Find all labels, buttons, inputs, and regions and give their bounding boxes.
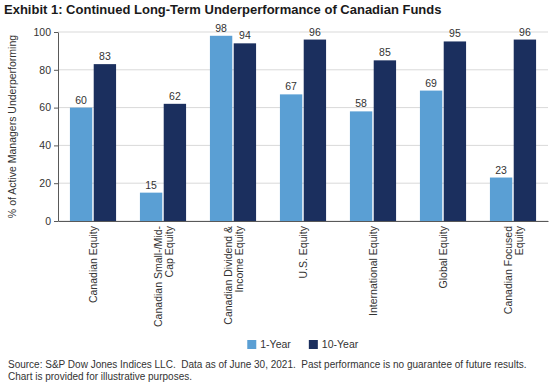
legend-item: 1-Year: [247, 338, 291, 350]
x-tick-label-line: Canadian Equity: [87, 225, 99, 303]
data-label: 23: [495, 164, 507, 176]
data-label: 98: [215, 22, 227, 34]
bar: [444, 41, 466, 221]
x-tick-label: Global Equity: [437, 225, 449, 288]
y-tick-label: 60: [39, 101, 51, 113]
y-tick-mark: [54, 221, 58, 222]
bar: [374, 60, 396, 221]
grid: [58, 32, 548, 221]
x-tick-label: U.S. Equity: [297, 225, 309, 278]
legend: 1-Year 10-Year: [247, 338, 358, 350]
y-tick: 40: [39, 139, 58, 151]
bar: [94, 64, 116, 221]
legend-item: 10-Year: [309, 338, 359, 350]
x-tick: Canadian Small-/Mid-Cap Equity: [152, 225, 175, 327]
bar: [140, 193, 162, 221]
x-tick: International Equity: [367, 225, 379, 316]
y-axis: 0 20 40 60 80 100: [33, 26, 58, 227]
x-tick-label-line: International Equity: [367, 225, 379, 316]
bars: [70, 36, 536, 221]
y-tick-mark: [54, 32, 58, 33]
bar: [210, 36, 232, 221]
source-note: Source: S&P Dow Jones Indices LLC. Data …: [8, 359, 529, 382]
legend-label: 10-Year: [322, 338, 359, 350]
y-tick-mark: [54, 108, 58, 109]
y-tick-label: 40: [39, 139, 51, 151]
x-tick-label-line: Global Equity: [437, 225, 449, 288]
legend-swatch: [309, 340, 318, 349]
x-tick-label-line: Income Equity: [233, 225, 245, 292]
grid-line: [58, 145, 548, 146]
y-tick-label: 100: [33, 26, 51, 38]
legend-swatch: [247, 340, 256, 349]
y-tick: 60: [39, 101, 58, 113]
data-label: 15: [145, 179, 157, 191]
legend-label: 1-Year: [260, 338, 291, 350]
y-tick: 20: [39, 177, 58, 189]
bar: [304, 40, 326, 221]
y-tick: 80: [39, 64, 58, 76]
bar: [280, 94, 302, 221]
y-tick-mark: [54, 145, 58, 146]
x-tick: Canadian Dividend &Income Equity: [222, 225, 245, 324]
data-label: 96: [519, 26, 531, 38]
y-tick: 100: [33, 26, 58, 38]
data-label: 83: [99, 50, 111, 62]
y-tick: 0: [45, 215, 58, 227]
x-tick-label-line: Equity: [513, 225, 525, 255]
x-tick: Canadian Equity: [87, 225, 99, 303]
y-tick-label: 80: [39, 64, 51, 76]
y-tick-mark: [54, 183, 58, 184]
data-label: 96: [309, 26, 321, 38]
data-label: 94: [239, 29, 251, 41]
y-axis-line: [58, 33, 59, 222]
grid-line: [58, 32, 548, 33]
data-label: 67: [285, 80, 297, 92]
source-line: Source: S&P Dow Jones Indices LLC. Data …: [8, 359, 529, 370]
data-label: 60: [75, 94, 87, 106]
x-tick-label: Canadian FocusedEquity: [502, 225, 525, 314]
x-axis-line: [59, 221, 549, 222]
grid-line: [58, 183, 548, 184]
x-tick: Global Equity: [437, 225, 449, 288]
x-tick-label: Canadian Equity: [87, 225, 99, 303]
title: Exhibit 1: Continued Long-Term Underperf…: [4, 2, 441, 17]
grid-line: [58, 69, 548, 70]
bar: [234, 43, 256, 221]
x-tick-label: Canadian Dividend &Income Equity: [222, 225, 245, 324]
bar: [514, 40, 536, 221]
y-tick-label: 0: [45, 215, 51, 227]
data-label: 85: [379, 46, 391, 58]
x-tick: Canadian FocusedEquity: [502, 225, 525, 314]
x-tick-label-line: U.S. Equity: [297, 225, 309, 278]
data-labels: 60 15 98 67 58 69 23 83 62 94 96 85 95 96: [75, 22, 531, 191]
chart: Exhibit 1: Continued Long-Term Underperf…: [0, 0, 555, 386]
data-label: 69: [425, 77, 437, 89]
x-tick-label-line: Cap Equity: [163, 225, 175, 277]
grid-line: [58, 107, 548, 108]
data-label: 62: [169, 90, 181, 102]
bar: [70, 108, 92, 221]
bar: [350, 111, 372, 221]
grid-line: [58, 221, 548, 222]
data-label: 95: [449, 27, 461, 39]
source-line: Chart is provided for illustrative purpo…: [8, 371, 192, 382]
x-tick: U.S. Equity: [297, 225, 309, 278]
y-tick-label: 20: [39, 177, 51, 189]
y-tick-mark: [54, 70, 58, 71]
x-tick-label: Canadian Small-/Mid-Cap Equity: [152, 225, 175, 327]
data-label: 58: [355, 97, 367, 109]
bar: [420, 91, 442, 221]
x-axis: Canadian Equity Canadian Small-/Mid-Cap E…: [59, 222, 549, 327]
x-tick-label: International Equity: [367, 225, 379, 316]
bar: [490, 178, 512, 221]
y-axis-title: % of Active Managers Underperforming: [6, 35, 18, 218]
bar: [164, 104, 186, 221]
